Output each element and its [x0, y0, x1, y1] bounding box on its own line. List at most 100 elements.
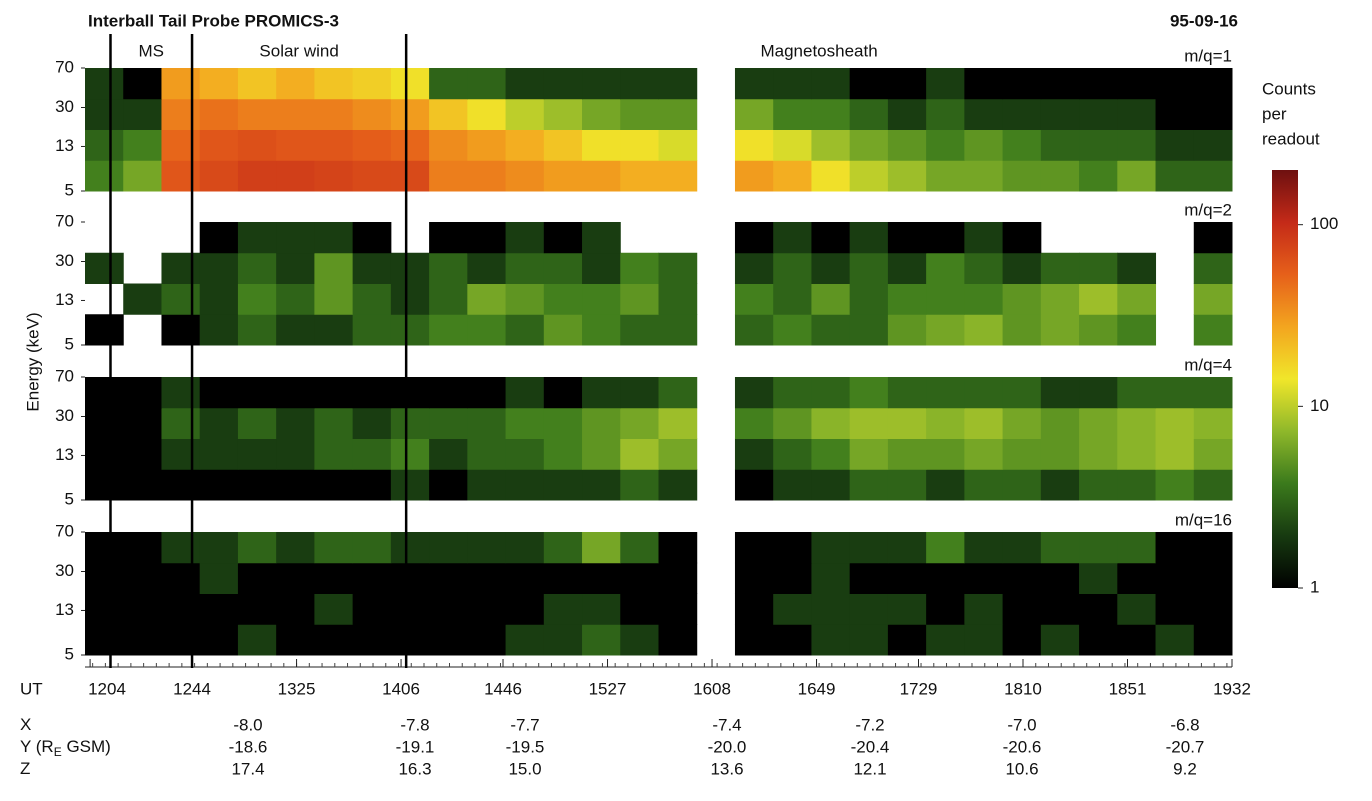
- x-tick-label: 1608: [693, 679, 731, 698]
- heatmap-cell: [658, 407, 698, 439]
- heatmap-cell: [1193, 377, 1233, 409]
- heatmap-cell: [1155, 407, 1195, 439]
- y-tick-label: 30: [55, 251, 74, 270]
- heatmap-cell: [467, 377, 507, 409]
- heatmap-cell: [467, 160, 507, 192]
- heatmap-cell: [352, 438, 392, 470]
- heatmap-cell: [123, 532, 162, 564]
- heatmap-cell: [199, 314, 239, 346]
- label-part: Z: [20, 759, 30, 778]
- heatmap-cell: [85, 252, 124, 284]
- heatmap-cell: [1193, 129, 1233, 161]
- heatmap-cell: [429, 377, 468, 409]
- heatmap-cell: [926, 160, 965, 192]
- ephemeris-row-label: X: [20, 715, 31, 734]
- y-tick-label: 30: [55, 561, 74, 580]
- heatmap-cell: [658, 98, 698, 130]
- heatmap-cell: [773, 98, 812, 130]
- heatmap-cell: [505, 98, 545, 130]
- heatmap-cell: [276, 562, 315, 594]
- heatmap-cell: [1155, 68, 1195, 100]
- heatmap-cell: [123, 68, 162, 100]
- heatmap-cell: [276, 68, 315, 100]
- y-tick-label: 70: [55, 57, 74, 76]
- heatmap-cell: [390, 283, 430, 315]
- heatmap-cell: [199, 222, 239, 254]
- heatmap-cell: [773, 532, 812, 564]
- heatmap-cell: [505, 68, 545, 100]
- heatmap-cell: [964, 283, 1004, 315]
- heatmap-cell: [161, 252, 201, 284]
- heatmap-cell: [314, 377, 354, 409]
- heatmap-cell: [773, 407, 812, 439]
- heatmap-cell: [849, 129, 889, 161]
- label-part: E: [54, 745, 62, 759]
- heatmap-cell: [582, 532, 621, 564]
- heatmap-cell: [964, 469, 1004, 501]
- ephemeris-value: -19.5: [506, 737, 545, 756]
- heatmap-cell: [1040, 407, 1080, 439]
- heatmap-cell: [85, 624, 124, 656]
- heatmap-cell: [276, 160, 315, 192]
- heatmap-cell: [237, 252, 277, 284]
- heatmap-cell: [199, 532, 239, 564]
- heatmap-cell: [161, 377, 201, 409]
- ephemeris-row-label: Y (RE GSM): [20, 737, 111, 759]
- heatmap-cell: [314, 160, 354, 192]
- heatmap-cell: [161, 532, 201, 564]
- heatmap-cell: [276, 532, 315, 564]
- heatmap-cell: [199, 624, 239, 656]
- heatmap-cell: [352, 222, 392, 254]
- heatmap-cell: [849, 160, 889, 192]
- heatmap-cell: [1193, 314, 1233, 346]
- heatmap-cell: [276, 377, 315, 409]
- heatmap-cell: [1193, 407, 1233, 439]
- heatmap-cell: [1079, 68, 1118, 100]
- heatmap-cell: [390, 68, 430, 100]
- x-tick-label: 1204: [88, 679, 126, 698]
- heatmap-cell: [811, 252, 851, 284]
- heatmap-cell: [964, 377, 1004, 409]
- heatmap-cell: [582, 314, 621, 346]
- heatmap-cell: [849, 314, 889, 346]
- heatmap-cell: [85, 129, 124, 161]
- heatmap-cell: [849, 532, 889, 564]
- heatmap-cell: [85, 377, 124, 409]
- heatmap-cell: [658, 532, 698, 564]
- heatmap-cell: [429, 129, 468, 161]
- heatmap-cell: [887, 377, 927, 409]
- heatmap-cell: [658, 438, 698, 470]
- heatmap-cell: [582, 160, 621, 192]
- ephemeris-value: -18.6: [229, 737, 268, 756]
- date: 95-09-16: [1170, 11, 1238, 30]
- heatmap-cell: [276, 624, 315, 656]
- heatmap-cell: [1193, 222, 1233, 254]
- heatmap-cell: [199, 438, 239, 470]
- heatmap-cell: [161, 68, 201, 100]
- heatmap-cell: [849, 283, 889, 315]
- heatmap-cell: [964, 438, 1004, 470]
- colorbar-tick-label: 10: [1310, 396, 1329, 415]
- heatmap-cell: [199, 283, 239, 315]
- ephemeris-row-label: Z: [20, 759, 30, 778]
- ephemeris-value: -7.7: [510, 715, 539, 734]
- y-tick-label: 30: [55, 406, 74, 425]
- heatmap-cell: [964, 222, 1004, 254]
- heatmap-cell: [429, 469, 468, 501]
- heatmap-cell: [352, 532, 392, 564]
- heatmap-cell: [467, 532, 507, 564]
- heatmap-cell: [505, 407, 545, 439]
- heatmap-cell: [1002, 377, 1042, 409]
- heatmap-cell: [276, 129, 315, 161]
- heatmap-cell: [352, 252, 392, 284]
- heatmap-cell: [1193, 98, 1233, 130]
- heatmap-cell: [352, 377, 392, 409]
- heatmap-cell: [505, 532, 545, 564]
- heatmap-cell: [964, 252, 1004, 284]
- heatmap-cell: [543, 532, 583, 564]
- heatmap-cell: [543, 593, 583, 625]
- heatmap-cell: [467, 68, 507, 100]
- heatmap-cell: [620, 562, 659, 594]
- heatmap-cell: [734, 377, 774, 409]
- colorbar-title: Counts: [1262, 79, 1316, 98]
